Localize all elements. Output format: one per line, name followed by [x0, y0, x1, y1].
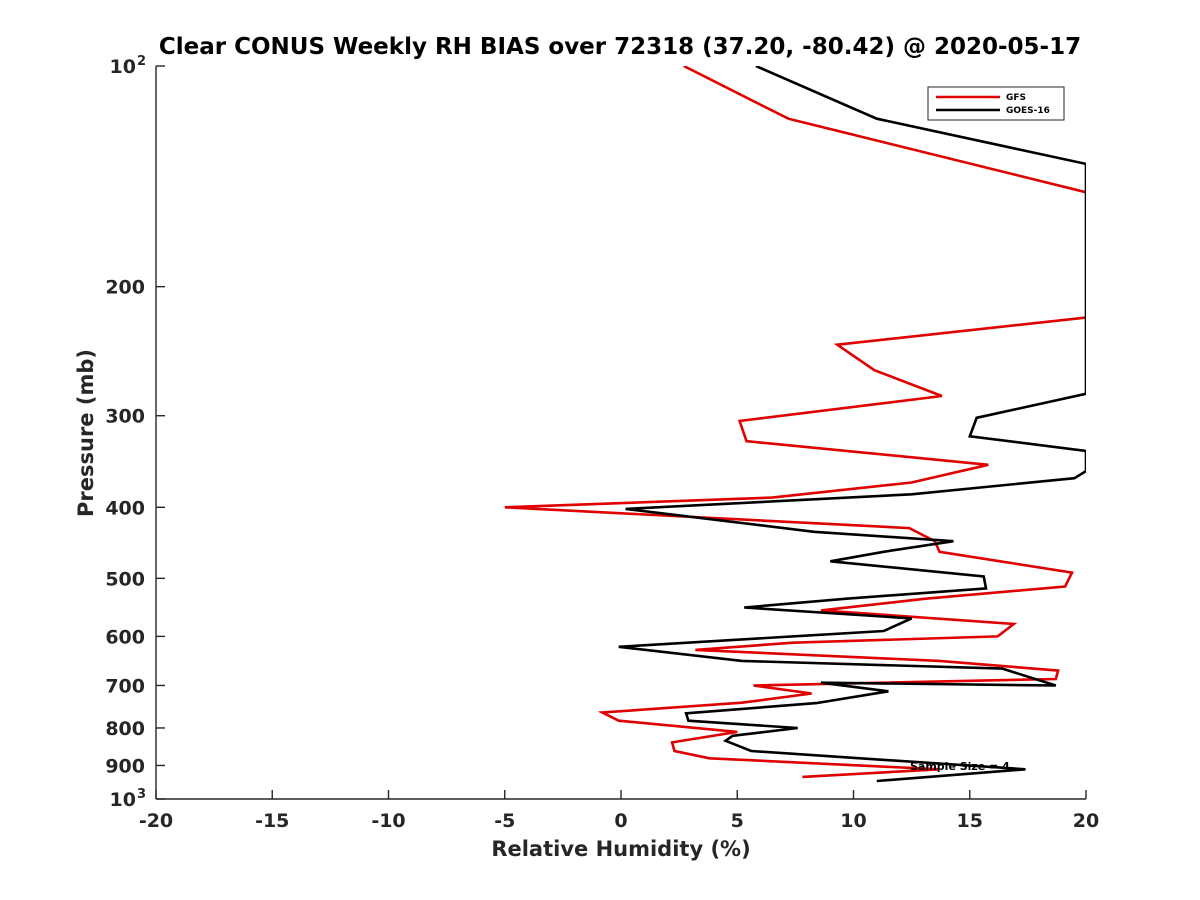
y-tick-label: 10 — [110, 56, 136, 78]
x-axis-label: Relative Humidity (%) — [491, 837, 750, 861]
series-layer — [504, 66, 1086, 783]
y-axis-label: Pressure (mb) — [74, 349, 98, 517]
y-tick-label: 10 — [110, 789, 136, 811]
legend-box — [927, 86, 1065, 121]
chart-title: Clear CONUS Weekly RH BIAS over 72318 (3… — [159, 34, 1081, 60]
legend: GFS GOES-16 — [927, 86, 1065, 121]
x-tick-label: 0 — [614, 810, 627, 832]
y-tick-exponent: 3 — [137, 787, 146, 802]
y-tick-label: 900 — [105, 755, 145, 777]
series-line-gfs — [504, 66, 1086, 779]
y-tick-label: 600 — [105, 626, 145, 648]
y-tick-label: 200 — [105, 277, 145, 299]
x-tick-label: 20 — [1073, 810, 1099, 832]
x-ticks: -20 -15 -10 -5 0 5 10 15 20 — [139, 790, 1099, 832]
y-tick-label: 400 — [105, 497, 145, 519]
x-tick-label: 10 — [840, 810, 866, 832]
y-tick-exponent: 2 — [137, 54, 146, 69]
y-tick-label: 500 — [105, 568, 145, 590]
x-tick-label: 5 — [731, 810, 744, 832]
x-tick-label: 15 — [957, 810, 983, 832]
x-tick-label: -20 — [139, 810, 173, 832]
y-tick-label: 700 — [105, 675, 145, 697]
legend-label-goes16: GOES-16 — [1006, 106, 1050, 116]
series-line-goes16 — [618, 66, 1086, 783]
y-tick-label: 300 — [105, 406, 145, 428]
sample-size-annotation: Sample Size = 4 — [910, 760, 1010, 773]
x-tick-label: -5 — [494, 810, 515, 832]
x-tick-label: -15 — [255, 810, 289, 832]
legend-label-gfs: GFS — [1006, 93, 1026, 103]
x-tick-label: -10 — [371, 810, 405, 832]
y-tick-label: 800 — [105, 718, 145, 740]
